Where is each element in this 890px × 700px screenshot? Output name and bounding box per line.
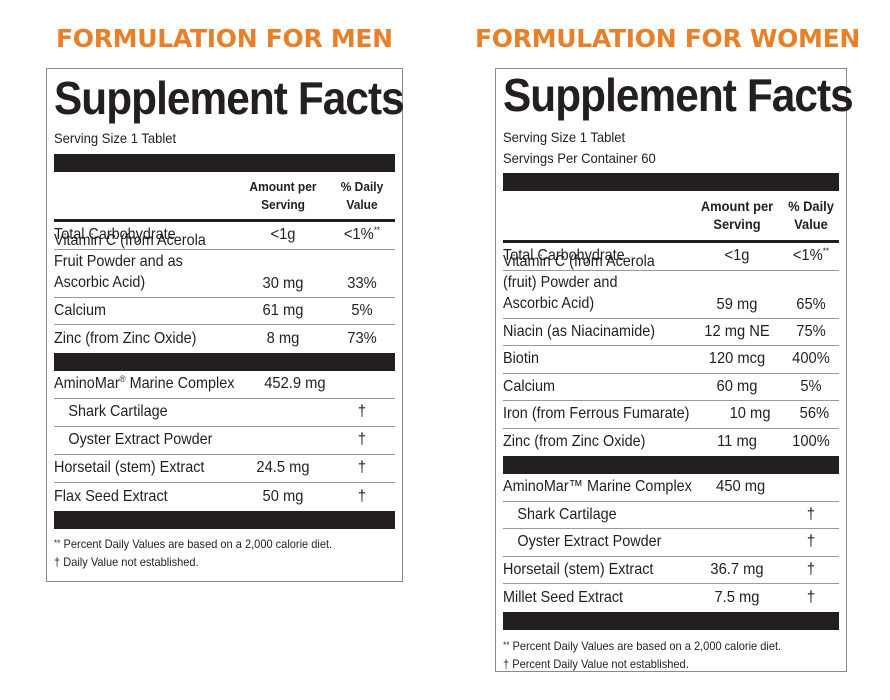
blend-list: AminoMar™ Marine Complex 450 mg Shark Ca… bbox=[503, 474, 839, 612]
amount-column-header: Amount per Serving bbox=[700, 198, 774, 232]
footnote: ** Percent Daily Values are based on a 2… bbox=[503, 638, 782, 653]
women-supplement-facts-panel: Supplement Facts Serving Size 1 Tablet S… bbox=[495, 68, 854, 672]
amount-column-header: Amount per Serving bbox=[249, 179, 317, 212]
nutrient-row: Zinc (from Zinc Oxide) 11 mg 100% bbox=[503, 433, 830, 451]
column-headers: Amount per Serving % Daily Value bbox=[54, 172, 395, 219]
nutrient-row: Calcium 60 mg 5% bbox=[503, 374, 839, 401]
separator-bar bbox=[503, 173, 839, 191]
footnote: ** Percent Daily Values are based on a 2… bbox=[54, 536, 333, 551]
ingredient-row: Millet Seed Extract 7.5 mg † bbox=[503, 588, 816, 606]
nutrient-row: Calcium 61 mg 5% bbox=[54, 298, 395, 325]
nutrient-row: Total Carbohydrate <1g <1%** bbox=[503, 243, 839, 271]
nutrient-row: Total Carbohydrate <1g <1%** bbox=[54, 222, 395, 250]
ingredient-row: Shark Cartilage † bbox=[503, 502, 839, 529]
supplement-facts-title: Supplement Facts bbox=[54, 72, 405, 124]
nutrient-list: Total Carbohydrate <1g <1%** Vitamin C (… bbox=[503, 243, 839, 456]
ingredient-row: Flax Seed Extract 50 mg † bbox=[54, 487, 367, 505]
column-headers: Amount per Serving % Daily Value bbox=[503, 191, 839, 240]
women-formulation-heading: FORMULATION FOR WOMEN bbox=[475, 24, 861, 53]
blend-row: AminoMar™ Marine Complex 450 mg bbox=[503, 474, 839, 502]
nutrient-row: Iron (from Ferrous Fumarate) 10 mg 56% bbox=[503, 401, 839, 429]
daily-value-column-header: % Daily Value bbox=[788, 198, 834, 232]
serving-size: Serving Size 1 Tablet bbox=[503, 129, 626, 145]
separator-bar bbox=[503, 456, 839, 474]
separator-bar bbox=[54, 352, 395, 371]
footnote: † Percent Daily Value not established. bbox=[503, 656, 689, 671]
separator-bar bbox=[54, 510, 395, 529]
men-supplement-facts-panel: Supplement Facts Serving Size 1 Tablet A… bbox=[46, 68, 405, 582]
separator-line bbox=[54, 219, 395, 222]
nutrient-row: Zinc (from Zinc Oxide) 8 mg 73% bbox=[54, 329, 377, 347]
men-formulation-heading: FORMULATION FOR MEN bbox=[56, 24, 393, 53]
nutrient-list: Total Carbohydrate <1g <1%** Vitamin C (… bbox=[54, 222, 395, 353]
separator-bar bbox=[54, 154, 395, 172]
nutrient-row: Biotin 120 mcg 400% bbox=[503, 346, 839, 374]
nutrient-row: Niacin (as Niacinamide) 12 mg NE 75% bbox=[503, 319, 839, 346]
nutrient-row: Vitamin C (from Acerola (fruit) Powder a… bbox=[503, 253, 839, 319]
ingredient-row: Oyster Extract Powder † bbox=[54, 427, 395, 455]
serving-size: Serving Size 1 Tablet bbox=[54, 130, 177, 146]
ingredient-row: Shark Cartilage † bbox=[54, 399, 395, 427]
ingredient-row: Oyster Extract Powder † bbox=[503, 529, 839, 557]
daily-value-column-header: % Daily Value bbox=[340, 179, 384, 212]
footnote: † Daily Value not established. bbox=[54, 554, 199, 569]
separator-line bbox=[503, 240, 839, 243]
blend-list: AminoMar® Marine Complex 452.9 mg Shark … bbox=[54, 371, 395, 511]
ingredient-row: Horsetail (stem) Extract 36.7 mg † bbox=[503, 557, 839, 584]
supplement-facts-title: Supplement Facts bbox=[503, 69, 854, 121]
blend-row: AminoMar® Marine Complex 452.9 mg bbox=[54, 371, 395, 399]
separator-bar bbox=[503, 611, 839, 630]
ingredient-row: Horsetail (stem) Extract 24.5 mg † bbox=[54, 455, 395, 483]
nutrient-row: Vitamin C (from Acerola Fruit Powder and… bbox=[54, 232, 395, 298]
servings-per-container: Servings Per Container 60 bbox=[503, 150, 656, 166]
